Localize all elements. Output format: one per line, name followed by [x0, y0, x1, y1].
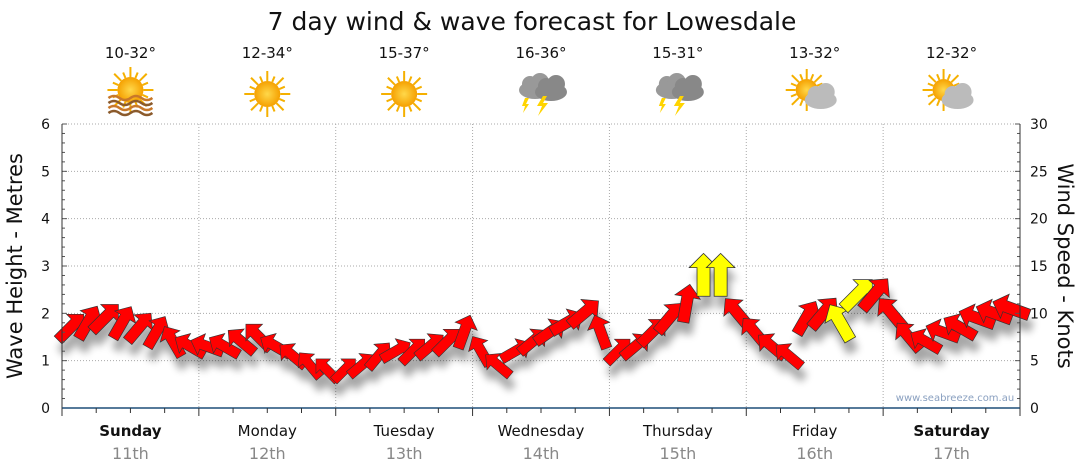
wind-arrow: [857, 278, 890, 314]
sun-icon: [244, 71, 291, 117]
y-tick-label: 0: [41, 401, 50, 417]
arrow-shadow: [301, 364, 327, 393]
y-axis-label: Wave Height - Metres: [3, 153, 27, 379]
arrow-shadow: [962, 316, 1000, 342]
date-label: 14th: [523, 444, 560, 463]
date-label: 16th: [796, 444, 833, 463]
arrow-shadow: [231, 341, 261, 369]
wind-arrow: [227, 328, 259, 357]
temp-range: 13-32°: [789, 44, 840, 62]
chart-title: 7 day wind & wave forecast for Lowesdale: [268, 7, 797, 36]
date-label: 12th: [249, 444, 286, 463]
thunderstorm-icon: [519, 73, 567, 116]
wind-arrow: [565, 299, 599, 330]
wind-arrow: [452, 314, 478, 351]
temp-range: 12-32°: [926, 44, 977, 62]
day-label: Monday: [238, 422, 297, 440]
y2-tick-label: 20: [1030, 212, 1048, 228]
wind-arrow: [910, 328, 944, 355]
wind-arrow: [992, 293, 1032, 321]
wind-arrow: [791, 300, 821, 338]
day-label: Friday: [792, 422, 838, 440]
temp-range: 15-31°: [652, 44, 703, 62]
arrow-shadow: [90, 316, 122, 347]
arrow-shadow: [928, 331, 964, 356]
date-label: 13th: [386, 444, 423, 463]
wind-arrow: [485, 353, 514, 380]
y2-tick-label: 25: [1030, 164, 1048, 180]
y-tick-label: 5: [41, 164, 50, 180]
y-tick-label: 3: [41, 259, 50, 275]
arrow-shadow: [126, 325, 156, 357]
wind-arrow: [142, 316, 170, 351]
sun-icon: [381, 71, 428, 117]
wind-arrow: [674, 283, 702, 324]
y-tick-label: 6: [41, 117, 50, 133]
arrow-shadow: [656, 315, 687, 348]
wind-arrow: [775, 343, 805, 371]
y-tick-label: 4: [41, 212, 50, 228]
partly-cloudy-icon: [785, 69, 837, 111]
y2-tick-label: 0: [1030, 401, 1039, 417]
wind-arrow: [705, 252, 736, 297]
arrow-shadow: [434, 341, 463, 370]
y2-axis-label: Wind Speed - Knots: [1053, 163, 1077, 368]
arrow-shadow: [349, 365, 377, 392]
y2-tick-label: 15: [1030, 259, 1048, 275]
watermark: www.seabreeze.com.au: [896, 393, 1014, 404]
temp-range: 12-34°: [242, 44, 293, 62]
y-tick-label: 1: [41, 354, 50, 370]
arrow-shadow: [456, 327, 481, 363]
date-label: 15th: [659, 444, 696, 463]
date-label: 11th: [112, 444, 149, 463]
day-label: Tuesday: [373, 422, 435, 440]
wind-arrow: [297, 352, 325, 381]
thunderstorm-icon: [655, 73, 704, 116]
y2-tick-label: 10: [1030, 306, 1048, 322]
arrow-shadow: [178, 345, 211, 372]
arrow-shadow: [779, 355, 808, 383]
temp-range: 10-32°: [105, 44, 156, 62]
y2-tick-label: 30: [1030, 117, 1048, 133]
day-label: Wednesday: [498, 422, 585, 440]
sun-haze-icon: [107, 67, 154, 117]
date-label: 17th: [933, 444, 970, 463]
y2-tick-label: 5: [1030, 354, 1039, 370]
wind-arrow: [943, 313, 979, 342]
y-tick-label: 2: [41, 306, 50, 322]
wind-arrow: [877, 298, 909, 332]
wind-arrow: [107, 306, 137, 342]
wind-arrow: [73, 305, 103, 342]
wind-arrow: [208, 333, 242, 360]
wind-arrow: [824, 304, 857, 344]
wind-arrow: [587, 314, 613, 351]
day-label: Saturday: [913, 422, 990, 440]
partly-cloudy-icon: [922, 69, 974, 111]
temp-range: 16-36°: [515, 44, 566, 62]
day-label: Sunday: [99, 422, 162, 440]
temp-range: 15-37°: [379, 44, 430, 62]
arrow-shadow: [488, 365, 517, 392]
day-label: Thursday: [642, 422, 713, 440]
